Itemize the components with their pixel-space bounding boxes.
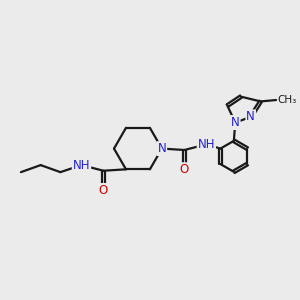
Text: N: N [231,116,240,129]
Text: O: O [180,163,189,176]
Text: CH₃: CH₃ [278,95,297,105]
Text: O: O [99,184,108,197]
Text: N: N [246,110,255,123]
Text: NH: NH [73,159,90,172]
Text: N: N [158,142,166,155]
Text: NH: NH [198,138,215,151]
